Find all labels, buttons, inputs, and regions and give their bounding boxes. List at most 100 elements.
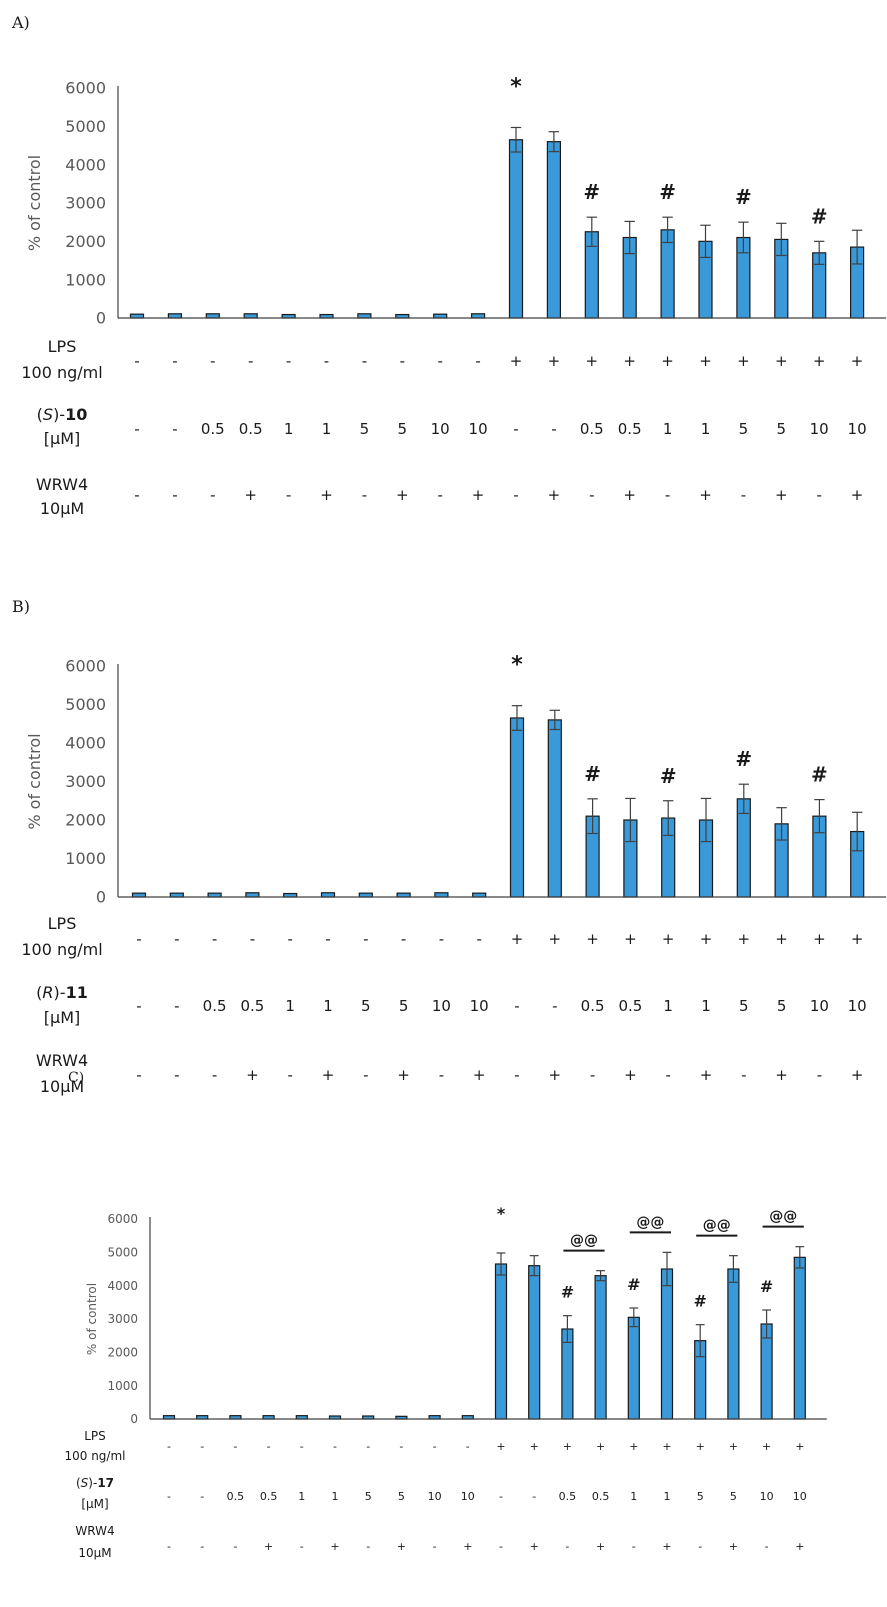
- condition-cell: +: [510, 352, 523, 370]
- condition-cell: -: [333, 1440, 337, 1453]
- condition-cell: +: [548, 486, 561, 504]
- condition-cell: -: [174, 930, 179, 948]
- condition-cell: +: [699, 486, 712, 504]
- condition-cell: -: [212, 930, 217, 948]
- condition-cell: -: [300, 1440, 304, 1453]
- significance-mark: #: [561, 1283, 574, 1302]
- condition-cell: +: [662, 1440, 671, 1453]
- condition-cell: 0.5: [227, 1490, 245, 1503]
- row-label: (S)-10: [37, 405, 88, 424]
- condition-cell: +: [851, 930, 864, 948]
- condition-cell: -: [286, 352, 291, 370]
- condition-cell: -: [437, 486, 442, 504]
- condition-cell: +: [549, 930, 562, 948]
- condition-cell: -: [172, 352, 177, 370]
- bar: [494, 1263, 508, 1420]
- condition-cell: 1: [323, 997, 333, 1015]
- condition-cell: -: [589, 486, 594, 504]
- condition-cell: -: [590, 1066, 595, 1084]
- condition-cell: -: [363, 1066, 368, 1084]
- condition-cell: -: [212, 1066, 217, 1084]
- condition-cell: 10: [470, 997, 489, 1015]
- condition-cell: +: [596, 1540, 605, 1553]
- condition-cell: -: [437, 352, 442, 370]
- row-label-part: (: [37, 405, 43, 424]
- condition-cell: +: [700, 930, 713, 948]
- condition-cell: -: [433, 1540, 437, 1553]
- row-label-part: S: [81, 1476, 89, 1490]
- bar: [434, 892, 449, 898]
- condition-cell: +: [696, 1440, 705, 1453]
- y-tick-label: 1000: [65, 270, 106, 289]
- condition-cell: -: [475, 352, 480, 370]
- panel-label: A): [11, 13, 30, 32]
- row-label: WRW4: [36, 1051, 88, 1070]
- y-tick-label: 2000: [65, 811, 106, 830]
- row-label-part: 11: [66, 983, 88, 1002]
- condition-cell: +: [851, 352, 864, 370]
- significance-mark: *: [511, 653, 523, 678]
- condition-cell: 1: [701, 420, 711, 438]
- row-label: WRW4: [36, 475, 88, 494]
- condition-cell: -: [817, 1066, 822, 1084]
- condition-cell: -: [513, 486, 518, 504]
- condition-cell: 10: [760, 1490, 774, 1503]
- row-label-part: 17: [97, 1476, 114, 1490]
- condition-cell: -: [134, 352, 139, 370]
- condition-cell: 0.5: [559, 1490, 577, 1503]
- significance-mark: #: [584, 762, 601, 786]
- y-tick-label: 6000: [107, 1212, 138, 1226]
- condition-cell: -: [167, 1440, 171, 1453]
- condition-cell: 1: [298, 1490, 305, 1503]
- condition-cell: 0.5: [618, 420, 642, 438]
- significance-mark: #: [735, 747, 752, 771]
- bar: [508, 139, 524, 319]
- y-tick-label: 3000: [65, 194, 106, 213]
- condition-cell: 5: [365, 1490, 372, 1503]
- condition-cell: 10: [848, 997, 867, 1015]
- row-label: LPS: [84, 1429, 106, 1443]
- condition-cell: +: [264, 1540, 273, 1553]
- condition-cell: -: [134, 420, 139, 438]
- condition-cell: +: [729, 1440, 738, 1453]
- condition-cell: 5: [399, 997, 409, 1015]
- condition-cell: -: [532, 1490, 536, 1503]
- bar: [528, 1265, 541, 1420]
- condition-cell: -: [741, 1066, 746, 1084]
- row-label: 10µM: [40, 499, 84, 518]
- y-tick-label: 1000: [65, 849, 106, 868]
- condition-cell: 10: [432, 997, 451, 1015]
- condition-cell: 5: [777, 997, 787, 1015]
- condition-cell: +: [463, 1540, 472, 1553]
- y-tick-label: 6000: [65, 79, 106, 98]
- condition-cell: +: [700, 1066, 713, 1084]
- condition-cell: +: [623, 352, 636, 370]
- y-tick-label: 2000: [107, 1346, 138, 1360]
- bar: [793, 1256, 806, 1420]
- condition-cell: +: [813, 352, 826, 370]
- condition-cell: +: [563, 1440, 572, 1453]
- condition-cell: +: [762, 1440, 771, 1453]
- condition-cell: 1: [664, 1490, 671, 1503]
- condition-cell: +: [624, 1066, 637, 1084]
- condition-cell: +: [738, 930, 751, 948]
- condition-cell: -: [200, 1540, 204, 1553]
- condition-cell: +: [530, 1440, 539, 1453]
- row-label-part: (: [36, 983, 42, 1002]
- condition-cell: +: [511, 930, 524, 948]
- condition-cell: +: [699, 352, 712, 370]
- condition-cell: -: [286, 486, 291, 504]
- bracket-label: @@: [703, 1218, 731, 1234]
- bar: [509, 717, 525, 898]
- condition-cell: +: [596, 1440, 605, 1453]
- bar: [546, 141, 562, 319]
- condition-cell: +: [586, 930, 599, 948]
- condition-cell: -: [172, 486, 177, 504]
- row-label: [µM]: [81, 1497, 108, 1511]
- condition-cell: 1: [663, 420, 673, 438]
- condition-cell: 5: [398, 420, 408, 438]
- condition-cell: 10: [848, 420, 867, 438]
- significance-mark: #: [659, 180, 676, 204]
- condition-cell: -: [362, 486, 367, 504]
- row-label-part: R: [42, 983, 53, 1002]
